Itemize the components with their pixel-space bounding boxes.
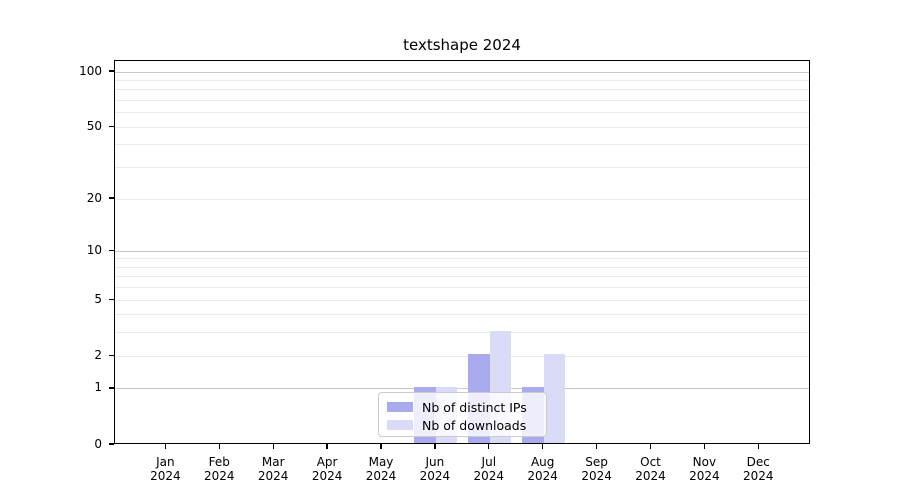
x-tick-label-sep: Sep 2024 [581, 455, 612, 483]
y-tick-50 [109, 125, 114, 127]
gridline-minor-4 [115, 314, 809, 316]
gridline-minor-20 [115, 198, 809, 200]
chart-title: textshape 2024 [403, 36, 521, 54]
x-tick-jun [434, 444, 436, 449]
gridline-minor-3 [115, 332, 809, 334]
legend-entry-downloads: Nb of downloads [387, 416, 538, 434]
x-tick-label-dec: Dec 2024 [743, 455, 774, 483]
y-tick-label-5: 5 [94, 291, 102, 306]
x-tick-aug [542, 444, 544, 449]
gridline-minor-9 [115, 258, 809, 260]
x-tick-label-feb: Feb 2024 [204, 455, 235, 483]
x-tick-feb [218, 444, 220, 449]
y-tick-20 [109, 197, 114, 199]
legend-swatch-downloads-icon [387, 420, 413, 430]
gridline-minor-6 [115, 287, 809, 289]
x-tick-jan [164, 444, 167, 449]
y-tick-label-2: 2 [94, 347, 102, 362]
y-tick-2 [109, 354, 114, 356]
y-tick-100 [109, 70, 114, 72]
x-tick-dec [757, 444, 759, 449]
gridline-minor-90 [115, 80, 809, 82]
legend-entry-distinct-ips: Nb of distinct IPs [387, 398, 538, 416]
y-tick-5 [109, 298, 114, 300]
gridline-major-100 [115, 71, 809, 73]
y-tick-label-50: 50 [86, 118, 102, 133]
x-tick-label-jan: Jan 2024 [150, 455, 181, 483]
x-tick-label-apr: Apr 2024 [311, 455, 343, 483]
gridline-minor-40 [115, 144, 809, 146]
gridline-minor-50 [115, 126, 809, 128]
y-tick-0 [109, 443, 114, 445]
gridline-major-1 [115, 388, 809, 390]
gridline-minor-80 [115, 89, 809, 91]
x-tick-label-nov: Nov 2024 [689, 455, 720, 483]
y-tick-label-100: 100 [79, 63, 102, 78]
y-tick-label-1: 1 [94, 380, 102, 395]
x-tick-label-oct: Oct 2024 [635, 455, 666, 483]
x-tick-label-mar: Mar 2024 [257, 455, 289, 483]
gridline-minor-70 [115, 100, 809, 102]
gridline-minor-8 [115, 266, 809, 268]
gridline-minor-30 [115, 167, 809, 169]
gridline-minor-2 [115, 355, 809, 357]
x-tick-nov [703, 444, 706, 449]
x-tick-mar [272, 444, 274, 449]
legend: Nb of distinct IPs Nb of downloads [378, 392, 547, 437]
x-tick-apr [326, 444, 328, 449]
x-tick-oct [649, 444, 652, 449]
gridline-minor-5 [115, 299, 809, 301]
gridline-minor-60 [115, 112, 809, 114]
y-tick-10 [109, 249, 114, 251]
legend-swatch-distinct-ips-icon [387, 402, 413, 412]
bar-downloads-aug [543, 354, 566, 443]
gridline-major-10 [115, 250, 809, 252]
legend-label-downloads: Nb of downloads [422, 417, 527, 433]
y-tick-label-0: 0 [94, 436, 102, 451]
gridline-minor-7 [115, 276, 809, 278]
x-tick-sep [595, 444, 598, 449]
plot-area [114, 60, 810, 444]
x-tick-label-jul: Jul 2024 [473, 455, 505, 483]
x-tick-label-may: May 2024 [365, 455, 397, 483]
x-tick-label-aug: Aug 2024 [527, 455, 558, 483]
legend-label-distinct-ips: Nb of distinct IPs [422, 399, 527, 415]
x-tick-label-jun: Jun 2024 [419, 455, 451, 483]
y-tick-label-20: 20 [86, 190, 102, 205]
y-tick-label-10: 10 [86, 242, 102, 257]
x-tick-may [380, 444, 382, 449]
x-tick-jul [488, 444, 490, 449]
y-tick-1 [109, 387, 114, 389]
